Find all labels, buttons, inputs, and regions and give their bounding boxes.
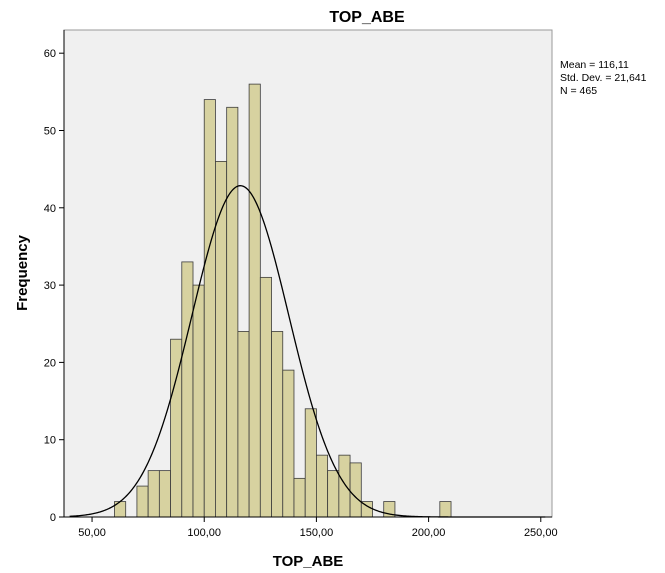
y-tick-label: 40 bbox=[44, 203, 56, 215]
y-tick-label: 50 bbox=[44, 125, 56, 137]
histogram-bar bbox=[327, 470, 340, 518]
y-tick-label: 0 bbox=[50, 512, 56, 524]
x-tick-label: 100,00 bbox=[187, 527, 221, 539]
histogram-bar bbox=[304, 408, 317, 518]
histogram-bar bbox=[349, 462, 362, 518]
histogram-bar bbox=[158, 470, 171, 518]
x-tick-label: 200,00 bbox=[412, 527, 446, 539]
histogram-bar bbox=[293, 477, 306, 518]
histogram-bar bbox=[215, 161, 228, 518]
axes-group: 0 10 20 30 40 50 60 50,00 100,00 150,00 200,00 250,… bbox=[44, 30, 558, 539]
x-axis-label: TOP_ABE bbox=[273, 553, 344, 570]
y-tick-label: 20 bbox=[44, 357, 56, 369]
y-tick-label: 30 bbox=[44, 280, 56, 292]
histogram-bar bbox=[237, 331, 250, 518]
histogram-bar bbox=[338, 454, 351, 518]
stats-n: N = 465 bbox=[560, 85, 597, 97]
x-tick-label: 150,00 bbox=[300, 527, 334, 539]
histogram-bar bbox=[271, 331, 284, 518]
histogram-bar bbox=[282, 369, 295, 518]
histogram-bar bbox=[439, 501, 452, 518]
histogram-bar bbox=[316, 454, 329, 518]
histogram-bar bbox=[147, 470, 160, 518]
stats-mean: Mean = 116,11 bbox=[560, 59, 629, 71]
y-tick-label: 60 bbox=[44, 48, 56, 60]
y-axis-label: Frequency bbox=[14, 234, 31, 311]
y-tick-label: 10 bbox=[44, 435, 56, 447]
histogram-bar bbox=[259, 276, 272, 518]
x-tick-label: 250,00 bbox=[524, 527, 558, 539]
histogram-bar bbox=[192, 284, 205, 518]
histogram-bar bbox=[248, 83, 261, 518]
histogram-bar bbox=[226, 106, 239, 518]
stats-box: Mean = 116,11 Std. Dev. = 21,641 N = 465 bbox=[560, 59, 647, 97]
histogram-bar bbox=[136, 485, 149, 518]
histogram-bar bbox=[181, 261, 194, 518]
stats-std-dev: Std. Dev. = 21,641 bbox=[560, 72, 647, 84]
x-tick-label: 50,00 bbox=[78, 527, 106, 539]
chart-title: TOP_ABE bbox=[329, 9, 405, 26]
histogram-bar bbox=[203, 99, 216, 518]
